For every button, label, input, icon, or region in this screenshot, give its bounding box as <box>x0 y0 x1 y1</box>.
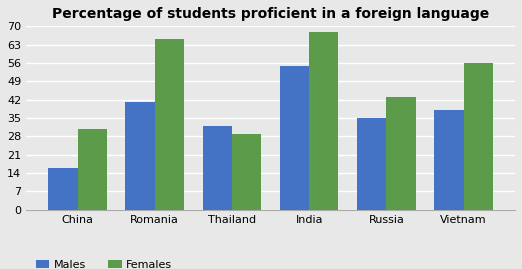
Legend: Males, Females: Males, Females <box>32 256 176 269</box>
Bar <box>203 126 232 210</box>
Title: Percentage of students proficient in a foreign language: Percentage of students proficient in a f… <box>52 7 489 21</box>
Bar <box>280 66 309 210</box>
Bar <box>464 63 493 210</box>
Bar <box>48 168 78 210</box>
Bar <box>357 118 386 210</box>
Bar <box>232 134 262 210</box>
Bar <box>78 129 107 210</box>
Bar <box>125 102 155 210</box>
Bar <box>386 97 416 210</box>
Bar <box>309 31 338 210</box>
Bar <box>155 39 184 210</box>
Bar <box>434 110 464 210</box>
